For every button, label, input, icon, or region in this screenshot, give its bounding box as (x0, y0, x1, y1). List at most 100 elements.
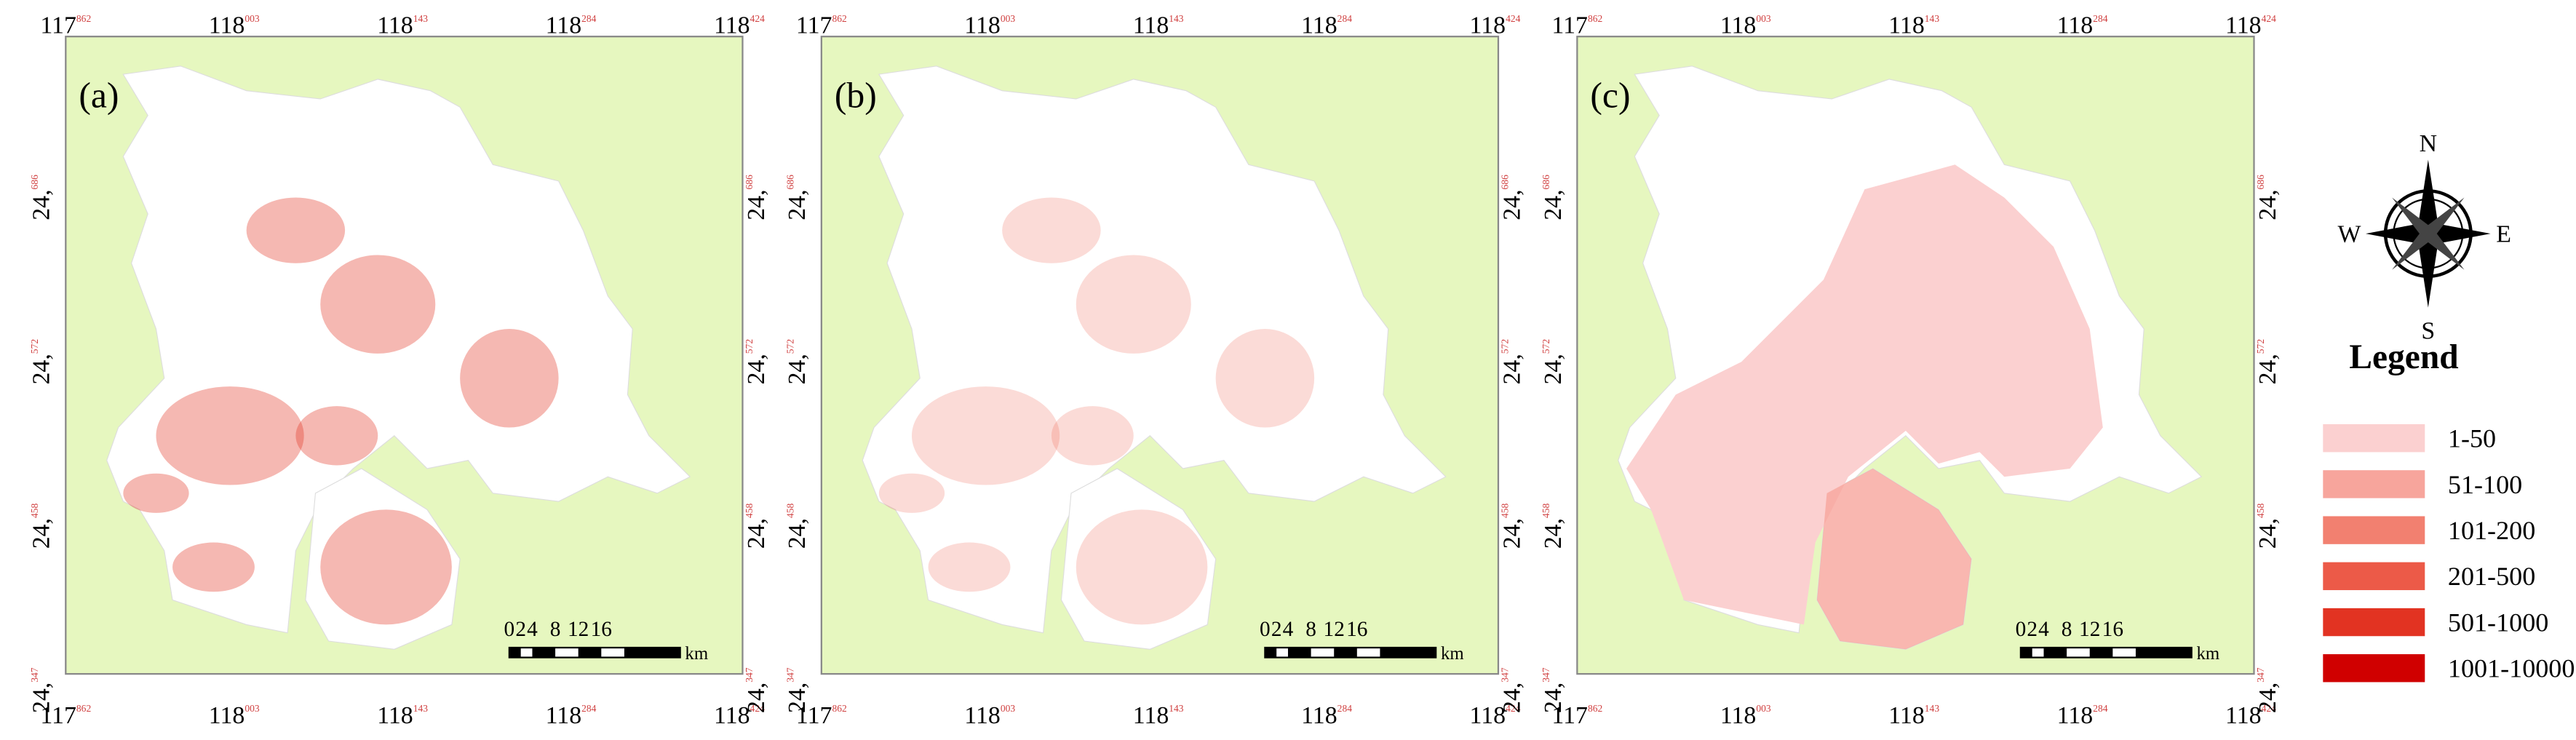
scale-unit: km (2196, 644, 2219, 664)
coord-minute: 572 (744, 339, 755, 354)
scale-number: 8 (550, 618, 561, 641)
coord-degree: 117 (796, 12, 832, 39)
coord-minute: 143 (1925, 703, 1940, 714)
legend-swatch (2323, 424, 2425, 453)
coord-label: 118284 (1301, 702, 1352, 729)
density-area (1626, 164, 2103, 625)
coord-label: 24,572 (784, 339, 811, 385)
scale-number: 0 (2016, 618, 2027, 641)
coord-minute: 347 (744, 667, 755, 683)
coord-degree: 24, (784, 354, 811, 384)
coord-label: 24,347 (2254, 667, 2281, 713)
coord-label: 24,458 (784, 503, 811, 549)
study-area-island (1060, 468, 1217, 650)
coord-label: 118003 (1720, 12, 1771, 39)
coord-label: 118143 (1888, 12, 1939, 39)
coord-minute: 458 (1500, 503, 1511, 518)
coord-degree: 117 (1551, 702, 1588, 729)
coord-label: 24,347 (743, 667, 770, 713)
coord-label: 117862 (40, 12, 91, 39)
scale-number: 12 (1324, 618, 1345, 641)
coord-degree: 24, (784, 518, 811, 549)
coord-minute: 003 (1756, 13, 1771, 24)
density-hotspot (1002, 197, 1101, 263)
coord-degree: 118 (1470, 702, 1506, 729)
coord-minute: 003 (1001, 703, 1016, 714)
coord-degree: 118 (1720, 12, 1757, 39)
coord-degree: 24, (743, 189, 770, 220)
coord-label: 24,572 (1540, 339, 1567, 385)
scale-number: 12 (568, 618, 589, 641)
coord-degree: 118 (964, 702, 1001, 729)
coord-degree: 118 (1133, 702, 1169, 729)
legend-label: 51-100 (2448, 470, 2522, 499)
coord-label: 118143 (377, 702, 428, 729)
coord-minute: 284 (581, 13, 597, 24)
coord-label: 24,572 (743, 339, 770, 385)
coord-label: 24,572 (1498, 339, 1525, 385)
coord-degree: 118 (1301, 702, 1337, 729)
coord-minute: 143 (1169, 703, 1184, 714)
compass-star (2392, 197, 2465, 270)
scale-number: 16 (2102, 618, 2123, 641)
study-area (106, 65, 691, 634)
coord-degree: 118 (1888, 702, 1925, 729)
coord-label: 24,686 (743, 175, 770, 220)
legend-label: 1001-10000 (2448, 654, 2575, 683)
coord-degree: 24, (743, 518, 770, 549)
coord-degree: 24, (28, 518, 55, 549)
coord-minute: 458 (29, 503, 40, 518)
legend-label: 1-50 (2448, 424, 2496, 453)
density-hotspot (246, 197, 346, 263)
coord-minute: 424 (750, 703, 766, 714)
coord-minute: 424 (1506, 703, 1521, 714)
coord-label: 118284 (1301, 12, 1352, 39)
coord-degree: 118 (209, 702, 245, 729)
study-area (862, 65, 1447, 634)
coord-label: 118424 (2225, 702, 2276, 729)
coord-label: 118003 (964, 702, 1015, 729)
coord-minute: 572 (2255, 339, 2266, 354)
density-hotspot (172, 542, 255, 592)
coord-minute: 458 (2255, 503, 2266, 518)
coord-label: 118003 (964, 12, 1015, 39)
scale-segment (578, 648, 602, 658)
coord-degree: 118 (1888, 12, 1925, 39)
coord-degree: 118 (1133, 12, 1169, 39)
coord-degree: 117 (40, 702, 76, 729)
coord-minute: 284 (2093, 703, 2108, 714)
scale-number: 12 (2079, 618, 2100, 641)
compass: N S E W (2337, 130, 2511, 344)
coord-minute: 686 (29, 175, 40, 190)
scale-number: 8 (1305, 618, 1316, 641)
scale-number: 4 (2038, 618, 2049, 641)
coord-minute: 143 (1169, 13, 1184, 24)
compass-e: E (2496, 220, 2511, 247)
coord-label: 118284 (546, 12, 597, 39)
coord-label: 24,347 (784, 667, 811, 713)
coord-degree: 24, (2254, 354, 2281, 384)
scale-segment (532, 648, 556, 658)
scale-segment (509, 648, 521, 658)
coord-label: 24,458 (743, 503, 770, 549)
coord-degree: 118 (2225, 702, 2262, 729)
coord-minute: 458 (1541, 503, 1551, 518)
coord-minute: 862 (832, 13, 847, 24)
coord-label: 118424 (714, 12, 765, 39)
coord-label: 24,458 (1540, 503, 1567, 549)
coord-minute: 862 (832, 703, 847, 714)
panel-label: (c) (1590, 75, 1630, 115)
coord-label: 117862 (40, 702, 91, 729)
coord-degree: 118 (2225, 12, 2262, 39)
legend-swatch (2323, 654, 2425, 683)
coord-minute: 572 (1541, 339, 1551, 354)
coord-degree: 118 (209, 12, 245, 39)
coord-label: 118003 (209, 12, 260, 39)
coord-degree: 24, (1498, 189, 1525, 220)
coord-label: 24,347 (28, 667, 55, 713)
coord-minute: 686 (744, 175, 755, 190)
coord-minute: 862 (1588, 13, 1603, 24)
coord-label: 118424 (1470, 12, 1521, 39)
scale-segment (2043, 648, 2067, 658)
